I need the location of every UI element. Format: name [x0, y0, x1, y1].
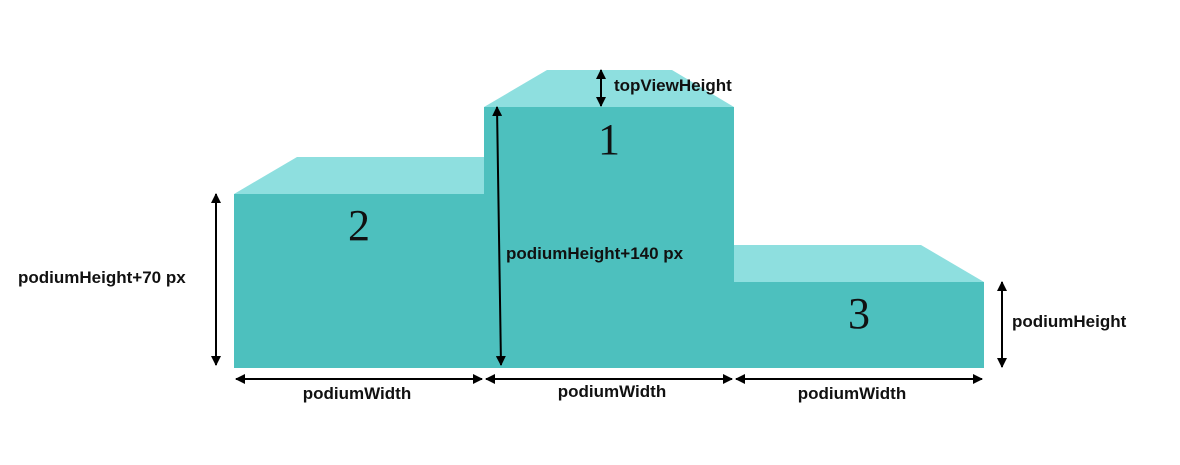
- width-label-right: podiumWidth: [798, 384, 906, 403]
- top-view-height-label: topViewHeight: [614, 76, 732, 95]
- podium-first-front: [484, 107, 734, 368]
- podium-first: 1: [484, 70, 734, 368]
- podium-first-rank: 1: [598, 115, 620, 164]
- podium-third-top: [734, 245, 984, 282]
- second-height-label: podiumHeight+70 px: [18, 268, 186, 287]
- podium-first-top: [484, 70, 734, 107]
- podium-second-front: [234, 194, 484, 368]
- podium-third-front: [734, 282, 984, 368]
- width-label-center: podiumWidth: [558, 382, 666, 401]
- first-height-label: podiumHeight+140 px: [506, 244, 684, 263]
- podium-third: 3: [734, 245, 984, 368]
- podium-second-rank: 2: [348, 201, 370, 250]
- third-height-label: podiumHeight: [1012, 312, 1127, 331]
- first-height-arrow: [492, 106, 506, 366]
- width-label-left: podiumWidth: [303, 384, 411, 403]
- podium-third-rank: 3: [848, 289, 870, 338]
- podium-second: 2: [234, 157, 484, 368]
- podium-second-top: [234, 157, 484, 194]
